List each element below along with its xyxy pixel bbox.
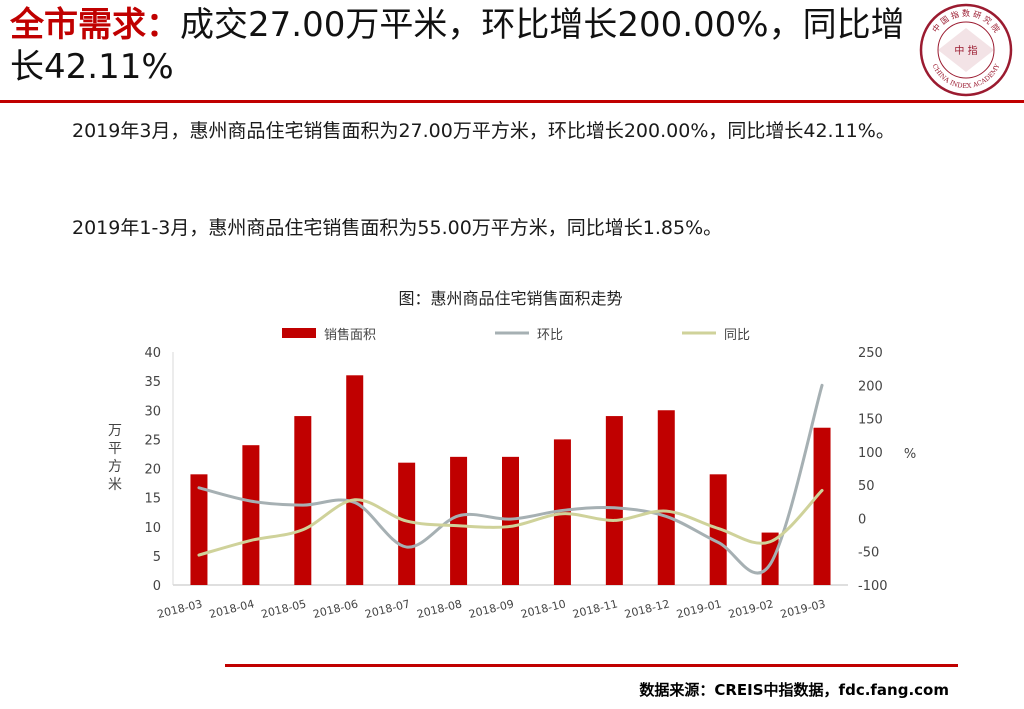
line-series-yoy — [197, 488, 824, 557]
y2-tick-label: 200 — [858, 379, 883, 394]
x-tick-label: 2019-02 — [727, 597, 775, 621]
y-axis-label-char: 平 — [108, 441, 122, 457]
y-tick-label: 35 — [144, 375, 161, 390]
y-tick-label: 5 — [153, 550, 161, 565]
logo-center-text: 中 指 — [954, 44, 977, 57]
x-tick-label: 2018-06 — [312, 597, 360, 621]
x-tick-label: 2018-10 — [519, 597, 567, 621]
legend-label: 环比 — [537, 328, 563, 343]
bar-sales-area — [553, 439, 571, 585]
y-tick-label: 10 — [144, 521, 161, 536]
y-tick-label: 20 — [144, 463, 161, 478]
line-series-mom — [197, 383, 824, 575]
legend-label: 销售面积 — [324, 327, 376, 343]
y-tick-label: 40 — [144, 346, 161, 361]
y-axis-label-char: 万 — [108, 423, 122, 439]
sales-area-chart: 图：惠州商品住宅销售面积走势 0 5 10 15 20 25 30 35 40 -100 -50 0 50… — [90, 280, 940, 635]
bar-sales-area — [242, 445, 260, 585]
x-tick-label: 2018-07 — [364, 597, 412, 621]
x-tick-label: 2018-04 — [208, 597, 256, 621]
legend-swatch-bar — [282, 328, 316, 338]
bar-sales-area — [761, 532, 779, 585]
bar-sales-area — [605, 416, 623, 585]
y-tick-label: 0 — [153, 579, 161, 594]
x-tick-label: 2018-03 — [156, 597, 204, 621]
y2-tick-label: -100 — [858, 579, 888, 594]
page-title-highlight: 全市需求： — [10, 5, 180, 45]
y2-tick-label: 250 — [858, 346, 883, 361]
bar-sales-area — [190, 474, 208, 585]
y-tick-label: 15 — [144, 492, 161, 507]
summary-paragraph-1: 2019年3月，惠州商品住宅销售面积为27.00万平方米，环比增长200.00%… — [72, 120, 895, 142]
bar-sales-area — [502, 456, 519, 585]
bar-sales-area — [294, 416, 312, 585]
chart-svg: 图：惠州商品住宅销售面积走势 0 5 10 15 20 25 30 35 40 -100 -50 0 50… — [108, 289, 916, 621]
x-tick-label: 2019-03 — [779, 597, 827, 621]
bar-sales-area — [657, 410, 675, 585]
x-tick-label: 2018-11 — [571, 597, 619, 621]
chart-title: 图：惠州商品住宅销售面积走势 — [398, 289, 622, 308]
y-axis-label-char: 米 — [108, 477, 122, 493]
bar-sales-area — [398, 462, 416, 585]
page-title-rest: 成交27.00万平米，环比增长200.00%，同比增长42.11% — [10, 5, 905, 87]
y-tick-label: 25 — [144, 433, 161, 448]
x-tick-label: 2018-05 — [260, 597, 308, 621]
data-source: 数据来源：CREIS中指数据，fdc.fang.com — [639, 681, 949, 699]
y2-tick-label: 100 — [858, 446, 883, 461]
y-tick-label: 30 — [144, 404, 161, 419]
bar-sales-area — [346, 375, 364, 585]
y2-axis-label: % — [904, 447, 916, 462]
x-tick-label: 2018-08 — [416, 597, 464, 621]
footer-divider — [225, 664, 958, 667]
china-index-academy-logo: 中 国 指 数 研 究 院 中 指 CHINA INDEX ACADEMY — [919, 3, 1013, 97]
bar-sales-area — [450, 456, 468, 585]
y2-tick-label: 150 — [858, 413, 883, 428]
page-title: 全市需求：成交27.00万平米，环比增长200.00%，同比增长42.11% — [10, 4, 915, 88]
y2-tick-label: 50 — [858, 479, 875, 494]
x-tick-label: 2019-01 — [675, 597, 723, 621]
y-axis-label-char: 方 — [108, 459, 122, 475]
summary-paragraph-2: 2019年1-3月，惠州商品住宅销售面积为55.00万平方米，同比增长1.85%… — [72, 217, 723, 239]
y2-tick-label: -50 — [858, 546, 879, 561]
y2-tick-label: 0 — [858, 512, 866, 527]
header-divider — [0, 100, 1024, 103]
legend-label: 同比 — [724, 328, 750, 343]
x-tick-label: 2018-09 — [467, 597, 515, 621]
bar-sales-area — [813, 427, 831, 585]
x-tick-label: 2018-12 — [623, 597, 671, 621]
